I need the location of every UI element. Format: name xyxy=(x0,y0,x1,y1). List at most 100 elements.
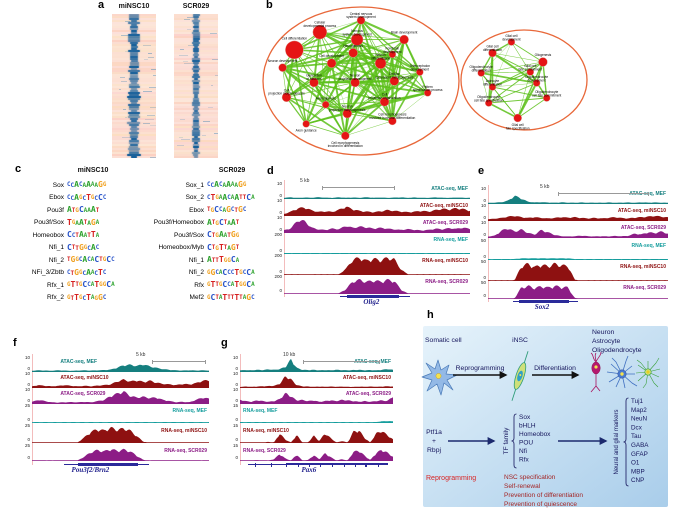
y-axis-line xyxy=(283,180,285,297)
heatmap-row xyxy=(112,18,156,20)
motif-base: T xyxy=(234,207,239,215)
motif-row: Pou3f/Sox C T G A A T G G xyxy=(130,229,255,242)
go-term-label: Forebrain development xyxy=(383,46,401,53)
go-term-node xyxy=(281,92,292,102)
motif-base: A xyxy=(251,194,255,201)
heatmap-row xyxy=(174,152,218,154)
motif-base: G xyxy=(98,292,103,302)
go-term-node xyxy=(326,58,337,68)
heatmap-signal xyxy=(192,54,200,56)
track-ymin: 0 xyxy=(483,198,486,203)
heatmap-row xyxy=(174,32,218,34)
gene-exon-tick xyxy=(365,462,367,467)
track-ymax: 10 xyxy=(24,371,30,376)
track-signal xyxy=(488,195,668,204)
heatmap-speckle xyxy=(214,132,218,134)
heatmap-row xyxy=(174,116,218,118)
motif-row: Sox_1 C C A C A A A A G G xyxy=(130,179,255,192)
motif-base: G xyxy=(78,194,83,201)
motif-base: C xyxy=(70,194,75,202)
heatmap-speckle xyxy=(153,74,156,76)
heatmap-signal xyxy=(129,18,139,20)
motif-base: C xyxy=(210,182,215,190)
schematic-text: Tau xyxy=(631,433,642,440)
heatmap-signal xyxy=(193,70,199,72)
motif-base: T xyxy=(239,194,243,201)
motif-base: C xyxy=(246,192,252,202)
heatmap-signal xyxy=(131,126,137,128)
schematic-text: Rbpj xyxy=(427,447,441,454)
scale-bar-cap xyxy=(303,359,304,364)
heatmap-row xyxy=(174,54,218,56)
track-ymin: 0 xyxy=(483,293,486,298)
motif-base: G xyxy=(78,294,83,301)
y-axis-line xyxy=(31,354,33,465)
track-signal xyxy=(284,257,470,275)
track-row xyxy=(284,183,470,199)
track-ymin: 0 xyxy=(235,437,238,442)
heatmap-signal xyxy=(129,144,139,146)
motif-base: T xyxy=(71,245,76,252)
heatmap-speckle xyxy=(177,144,185,146)
heatmap-signal xyxy=(192,38,200,40)
motif-name: Homeobox xyxy=(32,231,64,239)
heatmap-row xyxy=(174,56,218,58)
track-row xyxy=(488,205,668,221)
motif-base: G xyxy=(67,282,71,289)
motif-row: Homeobox C C T A A T T A xyxy=(18,229,115,242)
motif-base: A xyxy=(218,194,223,201)
motif-base: T xyxy=(70,280,76,290)
motif-base: A xyxy=(111,282,115,289)
motif-base: G xyxy=(102,182,107,189)
go-term-label: Oligodendrocyte cell fate specification xyxy=(474,95,504,102)
heatmap-signal xyxy=(129,66,139,68)
heatmap-signal xyxy=(192,22,200,24)
go-term-label: Cellular developmental process xyxy=(303,21,336,28)
heatmap-speckle xyxy=(179,54,189,56)
motif-base: C xyxy=(242,269,247,276)
heatmap-signal xyxy=(193,24,199,26)
heatmap-signal xyxy=(193,142,199,144)
heatmap-row xyxy=(174,26,218,28)
gene-exon-tick xyxy=(377,462,379,467)
track-label: ATAC-seq, SCR029 xyxy=(60,391,106,398)
heatmap-row xyxy=(112,98,156,100)
heatmap-row xyxy=(174,76,218,78)
track-ymax: 25 xyxy=(24,403,30,408)
panel-g-label: g xyxy=(221,337,228,349)
motif-base: C xyxy=(82,194,87,202)
heatmap-row xyxy=(112,76,156,78)
heatmap-speckle xyxy=(150,124,156,126)
track-ymax: 50 xyxy=(480,238,486,243)
heatmap-signal xyxy=(193,78,199,80)
track-ymax: 200 xyxy=(274,253,282,258)
heatmap-row xyxy=(174,40,218,42)
track-row xyxy=(240,357,393,372)
heatmap-row xyxy=(174,64,218,66)
astrocyte-cell xyxy=(606,355,638,389)
track-ymax: 10 xyxy=(276,198,282,203)
motif-base: G xyxy=(71,220,76,227)
track-signal xyxy=(240,421,393,423)
heatmap-row xyxy=(174,50,218,52)
panel-h-label: h xyxy=(427,309,434,321)
heatmap-signal xyxy=(131,20,137,22)
motif-base: T xyxy=(227,294,231,301)
motif-base: C xyxy=(227,269,231,276)
motif-base: C xyxy=(207,230,212,240)
track-label: RNA-seq, MEF xyxy=(243,407,278,414)
motif-base: A xyxy=(67,205,72,215)
motif-base: A xyxy=(90,282,95,289)
somatic-cell-nucleus xyxy=(435,373,442,379)
go-term-node xyxy=(388,116,397,126)
gene-name: Pou3f2/Brn2 xyxy=(71,466,110,474)
motif-base: T xyxy=(235,220,240,227)
go-term-node xyxy=(350,33,364,46)
track-ymax: 10 xyxy=(232,371,238,376)
motif-base: C xyxy=(82,280,88,290)
heatmap-signal xyxy=(193,136,199,138)
